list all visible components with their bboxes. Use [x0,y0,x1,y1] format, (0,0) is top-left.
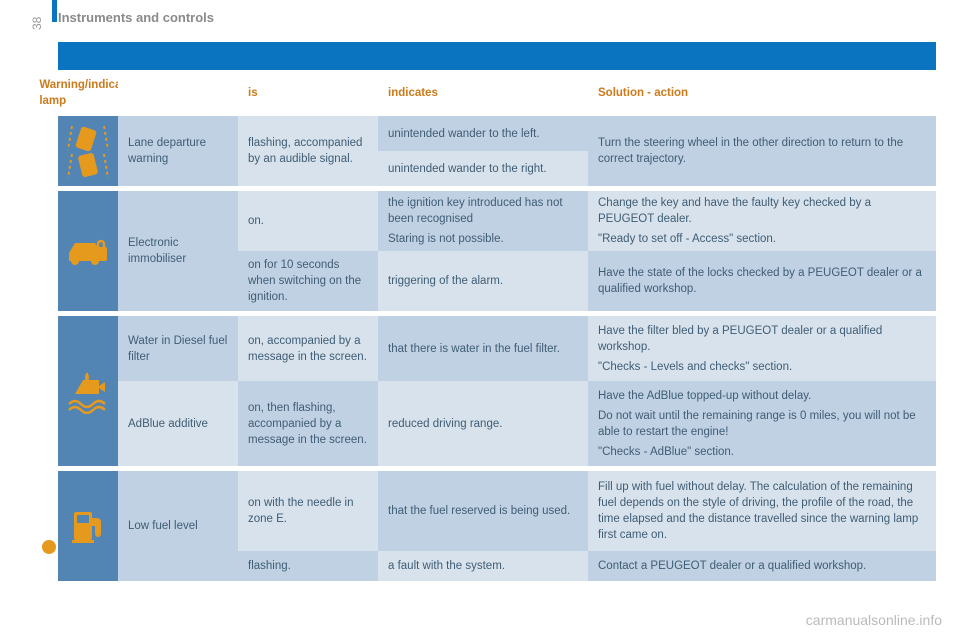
col-header-blank [118,70,238,116]
immob-ind1b: Staring is not possible. [388,231,578,247]
immob-ind2: triggering of the alarm. [378,251,588,311]
fuel-sol1: Fill up with fuel without delay. The cal… [588,471,936,551]
immob-ind1a: the ignition key introduced has not been… [388,195,578,227]
adblue-sol2: Do not wait until the remaining range is… [598,408,926,440]
lane-ind1: unintended wander to the left. [378,116,588,151]
adblue-ind: reduced driving range. [378,381,588,466]
table-header: Warning/indicator lamp is indicates Solu… [58,70,936,116]
lane-departure-icon [58,116,118,186]
col-header-is: is [238,70,378,116]
water-name: Water in Diesel fuel filter [118,316,238,381]
fuel-is1: on with the needle in zone E. [238,471,378,551]
table-top-bar [58,42,936,70]
adblue-sol3: "Checks - AdBlue" section. [598,444,926,460]
water-sol2: "Checks - Levels and checks" section. [598,359,926,375]
fuel-sol2: Contact a PEUGEOT dealer or a qualified … [588,551,936,581]
immob-sol1: Change the key and have the faulty key c… [588,191,936,251]
table-row: Water in Diesel fuel filter on, accompan… [58,316,936,466]
water-is: on, accompanied by a message in the scre… [238,316,378,381]
col-header-indicates: indicates [378,70,588,116]
fuel-ind1: that the fuel reserved is being used. [378,471,588,551]
water-diesel-icon [58,316,118,466]
water-ind: that there is water in the fuel filter. [378,316,588,381]
fuel-icon [58,471,118,581]
immob-name: Electronic immobiliser [118,191,238,311]
lane-name: Lane departure warning [118,116,238,186]
lane-is: flashing, accompanied by an audible sign… [238,116,378,186]
section-title: Instruments and controls [58,10,214,25]
amber-dot-icon [42,540,56,554]
page: 38 Instruments and controls Warning/indi… [0,0,960,640]
water-sol: Have the filter bled by a PEUGEOT dealer… [588,316,936,381]
lane-sol: Turn the steering wheel in the other dir… [588,116,936,186]
fuel-ind2: a fault with the system. [378,551,588,581]
col-header-lamp: Warning/indicator lamp [58,70,118,116]
water-sol1: Have the filter bled by a PEUGEOT dealer… [598,323,926,355]
immob-is1: on. [238,191,378,251]
table-row: Lane departure warning flashing, accompa… [58,116,936,186]
table-row: Low fuel level on with the needle in zon… [58,471,936,581]
adblue-name: AdBlue additive [118,381,238,466]
immob-ind1: the ignition key introduced has not been… [378,191,588,251]
watermark: carmanualsonline.info [806,612,942,628]
adblue-sol: Have the AdBlue topped-up without delay.… [588,381,936,466]
immobiliser-icon [58,191,118,311]
immob-sol1a: Change the key and have the faulty key c… [598,195,926,227]
adblue-sol1: Have the AdBlue topped-up without delay. [598,388,926,404]
immob-sol1b: "Ready to set off - Access" section. [598,231,926,247]
fuel-name: Low fuel level [118,471,238,581]
immob-is2: on for 10 seconds when switching on the … [238,251,378,311]
section-tab [52,0,57,22]
lane-ind2: unintended wander to the right. [378,151,588,186]
col-header-solution: Solution - action [588,70,936,116]
adblue-is: on, then flashing, accompanied by a mess… [238,381,378,466]
warning-lamp-table: Warning/indicator lamp is indicates Solu… [58,42,936,581]
page-number: 38 [30,17,44,30]
fuel-is2: flashing. [238,551,378,581]
table-row: Electronic immobiliser on. the ignition … [58,191,936,311]
immob-sol2: Have the state of the locks checked by a… [588,251,936,311]
